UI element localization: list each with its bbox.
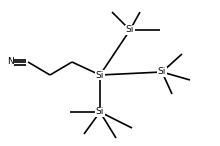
Text: Si: Si	[96, 71, 104, 80]
Text: N: N	[7, 58, 13, 66]
Text: Si: Si	[158, 67, 166, 77]
Text: Si: Si	[126, 26, 134, 34]
Text: Si: Si	[96, 107, 104, 117]
